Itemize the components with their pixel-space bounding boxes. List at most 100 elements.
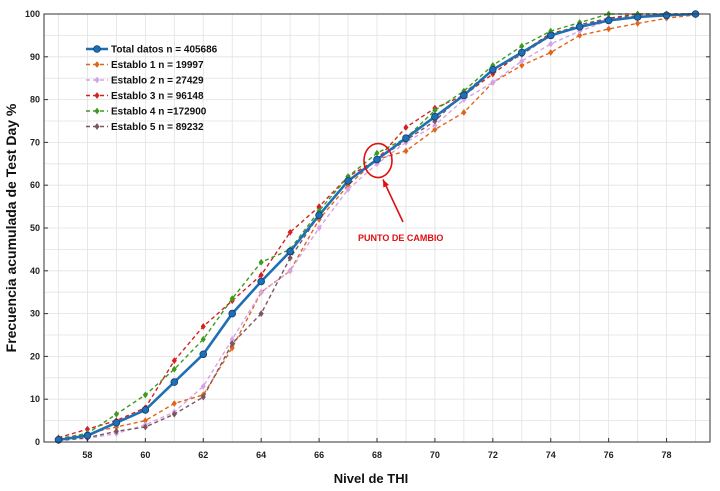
legend-label: Establo 5 n = 89232 — [111, 122, 204, 133]
point — [170, 378, 179, 386]
tick-layer: 0 10 20 30 40 50 60 70 80 90 100 58 60 62 64 66 68 70 72 74… — [25, 9, 710, 460]
legend-label: Total datos n = 405686 — [111, 45, 218, 56]
point — [633, 13, 642, 21]
point — [229, 295, 235, 303]
point — [93, 45, 101, 53]
x-tick-label: 62 — [198, 450, 208, 460]
point — [94, 92, 100, 99]
point — [460, 91, 468, 100]
point — [94, 123, 100, 130]
point — [461, 109, 467, 116]
grid — [44, 13, 710, 443]
point — [606, 25, 612, 33]
x-tick-label: 70 — [430, 450, 440, 460]
legend-item: Establo 1 n = 19997 — [86, 60, 204, 71]
point — [112, 418, 121, 427]
x-tick-label: 68 — [372, 450, 382, 460]
point — [519, 61, 525, 69]
point — [258, 310, 264, 317]
point — [490, 79, 496, 86]
point — [200, 335, 206, 343]
point — [94, 61, 100, 68]
point — [403, 147, 409, 155]
point — [461, 96, 467, 103]
x-tick-label: 60 — [140, 450, 150, 460]
point — [141, 406, 150, 414]
point — [517, 48, 526, 57]
y-tick-label: 10 — [30, 394, 40, 404]
point — [171, 365, 177, 373]
legend-label: Establo 2 n = 27429 — [111, 76, 204, 87]
legend-label: Establo 4 n =172900 — [111, 107, 207, 118]
point — [229, 340, 235, 347]
point — [228, 309, 237, 318]
point — [142, 417, 148, 424]
x-tick-label: 78 — [662, 450, 672, 460]
point — [286, 247, 294, 256]
legend-item: Establo 5 n = 89232 — [86, 122, 204, 133]
y-axis-title: Frecuencia acumulada de Test Day % — [3, 103, 19, 352]
annotation-label: PUNTO DE CAMBIO — [358, 233, 443, 243]
legend-item: Establo 4 n =172900 — [86, 107, 207, 118]
point — [94, 107, 100, 115]
point — [200, 382, 206, 390]
point — [604, 16, 613, 25]
point — [94, 76, 100, 84]
point — [577, 32, 583, 39]
point — [489, 65, 497, 74]
point — [258, 271, 264, 279]
point — [171, 357, 177, 365]
legend-item: Establo 3 n = 96148 — [86, 91, 204, 102]
point — [546, 31, 555, 40]
point — [287, 254, 293, 262]
point — [345, 186, 351, 193]
legend-item: Establo 2 n = 27429 — [86, 76, 204, 87]
point — [519, 42, 525, 50]
highlight-circle — [363, 142, 393, 179]
point — [431, 112, 439, 121]
y-tick-label: 50 — [30, 223, 40, 233]
y-tick-label: 20 — [30, 351, 40, 361]
point — [113, 410, 119, 418]
point — [171, 400, 177, 407]
point — [113, 427, 119, 435]
point — [84, 425, 90, 433]
point — [374, 160, 380, 168]
x-tick-label: 66 — [314, 450, 324, 460]
legend: Total datos n = 405686 Establo 1 n = 1999… — [86, 45, 218, 133]
point — [519, 57, 525, 65]
point — [662, 11, 671, 20]
point — [257, 277, 265, 286]
y-tick-label: 80 — [30, 95, 40, 105]
point — [171, 410, 177, 418]
point — [287, 267, 293, 275]
x-tick-label: 76 — [604, 450, 614, 460]
point — [229, 335, 235, 343]
x-tick-label: 74 — [546, 450, 556, 460]
point — [402, 134, 410, 142]
point — [548, 49, 554, 56]
point — [199, 350, 208, 359]
point — [142, 423, 148, 431]
series-1 — [54, 10, 700, 444]
point — [432, 126, 438, 133]
point — [373, 155, 381, 164]
y-tick-label: 70 — [30, 137, 40, 147]
point — [316, 216, 322, 223]
point — [344, 177, 352, 185]
point — [432, 106, 438, 114]
point — [258, 288, 264, 296]
x-tick-label: 72 — [488, 450, 498, 460]
point — [287, 228, 293, 236]
point — [548, 40, 554, 48]
legend-item: Total datos n = 405686 — [86, 45, 218, 56]
point — [200, 323, 206, 330]
point — [258, 258, 264, 266]
x-tick-label: 64 — [256, 450, 266, 460]
annotation-arrow — [382, 179, 404, 223]
point — [83, 431, 92, 440]
arrow-head — [383, 179, 389, 188]
y-tick-label: 100 — [25, 9, 40, 19]
